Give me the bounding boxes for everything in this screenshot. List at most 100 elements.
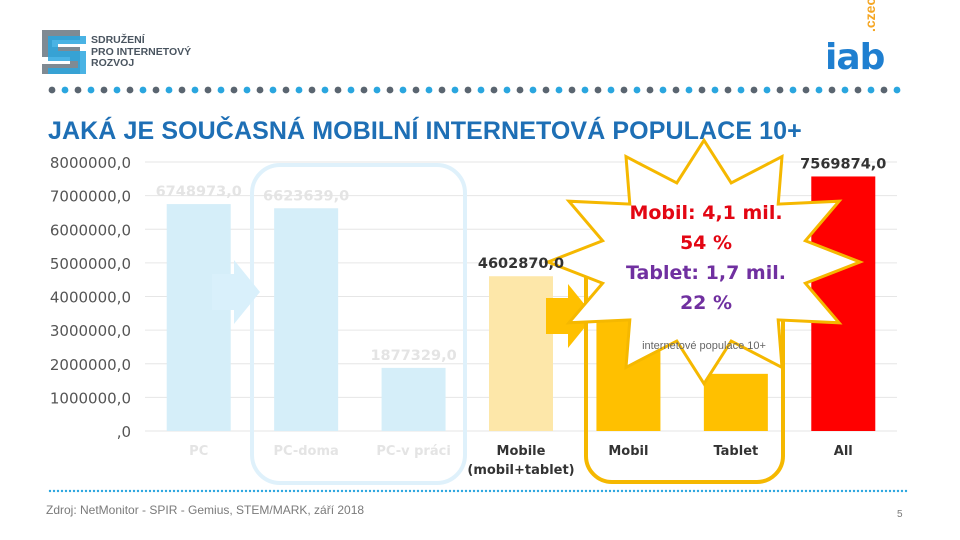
separator-dot bbox=[836, 489, 840, 493]
separator-dot bbox=[600, 489, 604, 493]
separator-dot bbox=[516, 86, 524, 94]
separator-dot bbox=[139, 86, 147, 94]
separator-dot bbox=[244, 489, 248, 493]
separator-dot bbox=[156, 489, 160, 493]
x-tick-label: Mobil bbox=[608, 444, 648, 459]
separator-dot bbox=[841, 86, 849, 94]
separator-dot bbox=[784, 489, 788, 493]
arrow-right-icon bbox=[546, 284, 594, 348]
separator-dot bbox=[178, 86, 186, 94]
separator-dot bbox=[68, 489, 72, 493]
separator-dot bbox=[208, 489, 212, 493]
separator-dot bbox=[284, 489, 288, 493]
separator-dot bbox=[659, 86, 667, 94]
separator-dot bbox=[276, 489, 280, 493]
separator-dot bbox=[508, 489, 512, 493]
separator-dot bbox=[820, 489, 824, 493]
separator-dot bbox=[165, 86, 173, 94]
separator-dot bbox=[108, 489, 112, 493]
separator-dot bbox=[698, 86, 706, 94]
separator-dot bbox=[488, 489, 492, 493]
separator-dot bbox=[624, 489, 628, 493]
separator-dot bbox=[204, 86, 212, 94]
separator-dot bbox=[616, 489, 620, 493]
bar bbox=[166, 204, 231, 431]
y-tick-label: ,0 bbox=[117, 423, 131, 441]
separator-dot bbox=[896, 489, 900, 493]
separator-dot bbox=[92, 489, 96, 493]
separator-dot bbox=[876, 489, 880, 493]
data-label: 4602870,0 bbox=[478, 256, 564, 272]
callout-tablet-line: Tablet: 1,7 mil. bbox=[626, 262, 786, 284]
separator-dot bbox=[61, 86, 69, 94]
separator-dot bbox=[228, 489, 232, 493]
callout-text: Mobil: 4,1 mil. 54 % Tablet: 1,7 mil. 22… bbox=[606, 198, 806, 318]
separator-dot bbox=[176, 489, 180, 493]
separator-dot bbox=[532, 489, 536, 493]
separator-dot bbox=[608, 489, 612, 493]
separator-dot bbox=[594, 86, 602, 94]
spir-logo-icon bbox=[42, 30, 86, 74]
separator-dot bbox=[408, 489, 412, 493]
separator-dot bbox=[656, 489, 660, 493]
separator-dot bbox=[384, 489, 388, 493]
separator-dot bbox=[808, 489, 812, 493]
separator-dot bbox=[528, 489, 532, 493]
y-tick-label: 8000000,0 bbox=[50, 154, 131, 172]
separator-dot bbox=[500, 489, 504, 493]
callout-mobil-line: Mobil: 4,1 mil. bbox=[629, 202, 783, 224]
separator-dot bbox=[884, 489, 888, 493]
separator-dot bbox=[555, 86, 563, 94]
separator-dot bbox=[152, 86, 160, 94]
separator-dot bbox=[828, 86, 836, 94]
separator-dot bbox=[684, 489, 688, 493]
separator-dot bbox=[812, 489, 816, 493]
arrow-right-icon bbox=[212, 260, 260, 324]
separator-dot bbox=[756, 489, 760, 493]
separator-dot bbox=[438, 86, 446, 94]
separator-dot bbox=[568, 86, 576, 94]
separator-dot bbox=[529, 86, 537, 94]
callout-mobil-percent: 54 % bbox=[679, 232, 733, 254]
separator-dot bbox=[856, 489, 860, 493]
separator-dot bbox=[576, 489, 580, 493]
separator-dot bbox=[544, 489, 548, 493]
separator-dot bbox=[88, 489, 92, 493]
separator-dot bbox=[400, 489, 404, 493]
separator-dot bbox=[124, 489, 128, 493]
separator-dot bbox=[460, 489, 464, 493]
x-tick-label: PC-v práci bbox=[376, 444, 450, 459]
separator-dot bbox=[584, 489, 588, 493]
separator-dot bbox=[720, 489, 724, 493]
separator-dot bbox=[432, 489, 436, 493]
top-dotted-separator bbox=[48, 86, 901, 94]
separator-dot bbox=[74, 86, 82, 94]
separator-dot bbox=[160, 489, 164, 493]
separator-dot bbox=[592, 489, 596, 493]
separator-dot bbox=[320, 489, 324, 493]
source-note: Zdroj: NetMonitor - SPIR - Gemius, STEM/… bbox=[46, 503, 365, 517]
separator-dot bbox=[844, 489, 848, 493]
separator-dot bbox=[867, 86, 875, 94]
bottom-dotted-separator bbox=[48, 489, 908, 493]
separator-dot bbox=[332, 489, 336, 493]
separator-dot bbox=[636, 489, 640, 493]
separator-dot bbox=[612, 489, 616, 493]
separator-dot bbox=[728, 489, 732, 493]
data-label: 1877329,0 bbox=[370, 348, 456, 364]
separator-dot bbox=[542, 86, 550, 94]
separator-dot bbox=[816, 489, 820, 493]
separator-dot bbox=[476, 489, 480, 493]
bar bbox=[489, 276, 553, 431]
separator-dot bbox=[152, 489, 156, 493]
separator-dot bbox=[184, 489, 188, 493]
separator-dot bbox=[520, 489, 524, 493]
separator-dot bbox=[204, 489, 208, 493]
separator-dot bbox=[451, 86, 459, 94]
separator-dot bbox=[392, 489, 396, 493]
separator-dot bbox=[632, 489, 636, 493]
separator-dot bbox=[556, 489, 560, 493]
separator-dot bbox=[893, 86, 901, 94]
data-label: 6623639,0 bbox=[263, 188, 349, 204]
separator-dot bbox=[76, 489, 80, 493]
